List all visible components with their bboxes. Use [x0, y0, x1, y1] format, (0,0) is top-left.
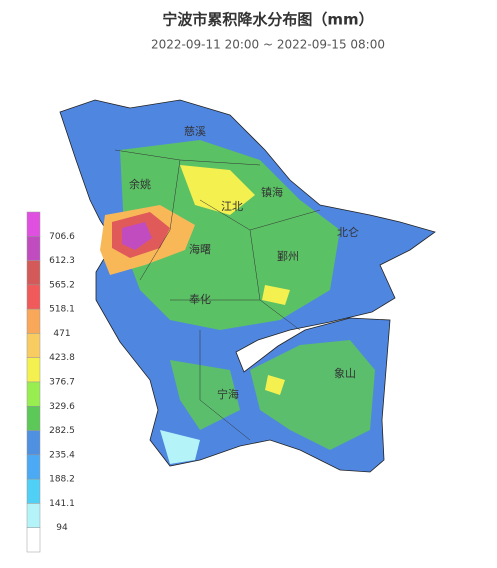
- district-label: 象山: [334, 367, 356, 380]
- district-label: 北仑: [337, 225, 359, 239]
- subtitle: 2022-09-11 20:00 ~ 2022-09-15 08:00: [151, 38, 385, 52]
- legend-swatch: [26, 454, 41, 480]
- legend-swatch: [26, 308, 41, 334]
- legend-swatch: [26, 211, 41, 237]
- legend-label: 188.2: [49, 475, 75, 485]
- legend-label: 471: [53, 329, 70, 339]
- legend-label: 329.6: [49, 402, 75, 412]
- legend-swatch: [26, 406, 41, 431]
- legend-label: 141.1: [49, 499, 75, 509]
- legend-label: 376.7: [49, 378, 75, 388]
- legend-label: 235.4: [49, 450, 75, 460]
- legend-label: 94: [56, 523, 68, 533]
- legend-swatch: [26, 236, 41, 261]
- legend-swatch: [26, 478, 41, 504]
- rain-yellow: [180, 165, 290, 395]
- legend-swatch: [26, 381, 41, 407]
- rain-green: [120, 140, 340, 330]
- legend-swatch: [26, 260, 41, 286]
- district-label: 江北: [221, 200, 243, 213]
- legend-swatch: [26, 430, 41, 456]
- district-labels: 慈溪 余姚 江北 镇海 海曙 鄞州 北仑 奉化 象山 宁海: [129, 124, 359, 401]
- district-label: 余姚: [129, 177, 151, 191]
- legend-label: 282.5: [49, 426, 75, 436]
- rain-purple: [122, 222, 152, 250]
- legend: 706.6 612.3 565.2 518.1 471 423.8 376.7 329.6 28…: [26, 211, 75, 553]
- legend-swatch: [26, 284, 41, 310]
- legend-label: 706.6: [49, 232, 75, 242]
- district-label: 鄞州: [277, 250, 299, 263]
- legend-swatch: [26, 503, 41, 528]
- rain-cyan: [160, 430, 200, 464]
- legend-label: 518.1: [49, 305, 75, 315]
- map-area: [59, 99, 436, 473]
- legend-label: 612.3: [49, 256, 75, 266]
- legend-label: 423.8: [49, 353, 75, 363]
- district-label: 镇海: [261, 185, 283, 199]
- legend-swatch: [26, 527, 41, 553]
- legend-label: 565.2: [49, 280, 75, 290]
- district-label: 海曙: [189, 242, 211, 256]
- district-label: 慈溪: [184, 124, 206, 138]
- district-borders: [114, 149, 321, 441]
- legend-swatch: [26, 357, 41, 383]
- rain-green-south: [170, 340, 375, 450]
- legend-swatch: [26, 333, 41, 358]
- district-label: 奉化: [189, 292, 211, 306]
- district-label: 宁海: [217, 387, 239, 401]
- title: 宁波市累积降水分布图（mm）: [162, 11, 373, 29]
